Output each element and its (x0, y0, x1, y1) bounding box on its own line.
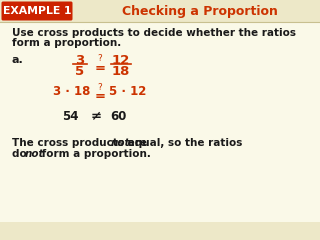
Text: form a proportion.: form a proportion. (12, 38, 121, 48)
Text: =: = (94, 62, 106, 75)
Text: The cross products are: The cross products are (12, 138, 151, 148)
Text: a.: a. (12, 55, 24, 65)
Text: 60: 60 (110, 110, 126, 123)
Text: ?: ? (98, 54, 102, 63)
Text: 12: 12 (112, 54, 130, 67)
Text: 3 · 18: 3 · 18 (53, 85, 91, 98)
Text: equal, so the ratios: equal, so the ratios (124, 138, 242, 148)
Text: 5: 5 (76, 65, 84, 78)
Text: Checking a Proportion: Checking a Proportion (122, 5, 278, 18)
Text: 3: 3 (76, 54, 84, 67)
Text: not: not (111, 138, 131, 148)
Bar (0, 0, 320, 22)
Text: ≠: ≠ (91, 110, 101, 123)
Text: form a proportion.: form a proportion. (38, 149, 151, 159)
Text: 18: 18 (112, 65, 130, 78)
FancyBboxPatch shape (2, 1, 73, 20)
Text: EXAMPLE 1: EXAMPLE 1 (3, 6, 71, 16)
Text: 5 · 12: 5 · 12 (109, 85, 147, 98)
Text: Use cross products to decide whether the ratios: Use cross products to decide whether the… (12, 28, 296, 38)
Text: ?: ? (98, 83, 102, 92)
Text: not: not (25, 149, 44, 159)
Text: =: = (94, 90, 106, 103)
Bar (0, 222, 320, 240)
Text: 54: 54 (62, 110, 78, 123)
Text: do: do (12, 149, 30, 159)
